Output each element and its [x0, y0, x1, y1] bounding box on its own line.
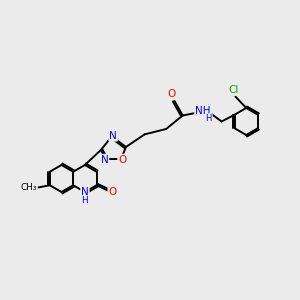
- Text: NH: NH: [195, 106, 211, 116]
- Text: N: N: [81, 187, 89, 197]
- Text: CH₃: CH₃: [20, 183, 37, 192]
- Text: N: N: [109, 131, 117, 141]
- Text: O: O: [167, 89, 176, 100]
- Text: Cl: Cl: [229, 85, 239, 95]
- Text: N: N: [101, 155, 108, 165]
- Text: H: H: [206, 114, 212, 123]
- Text: O: O: [118, 155, 126, 165]
- Text: H: H: [82, 196, 88, 205]
- Text: O: O: [108, 187, 117, 197]
